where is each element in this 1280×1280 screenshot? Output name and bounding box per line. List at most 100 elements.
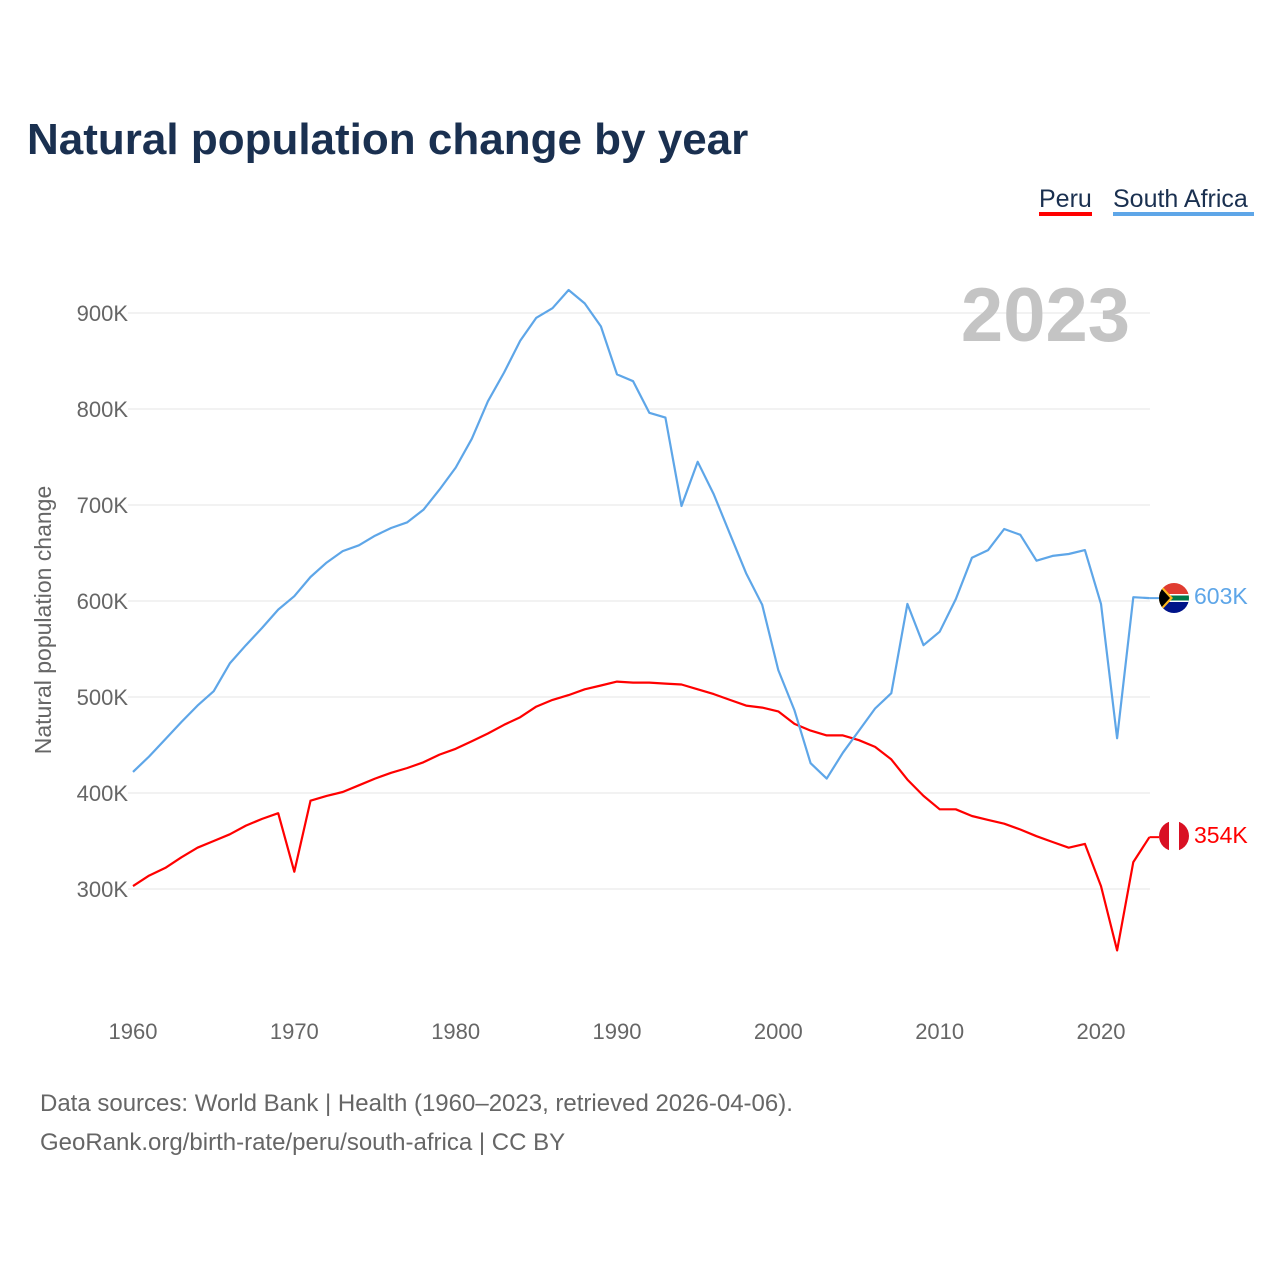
data-point-peru[interactable] xyxy=(291,869,297,875)
data-point-south-africa[interactable] xyxy=(195,703,201,709)
data-point-south-africa[interactable] xyxy=(1098,601,1104,607)
data-point-south-africa[interactable] xyxy=(275,607,281,613)
data-point-south-africa[interactable] xyxy=(824,776,830,782)
data-point-south-africa[interactable] xyxy=(856,728,862,734)
data-point-peru[interactable] xyxy=(888,756,894,762)
data-point-peru[interactable] xyxy=(711,691,717,697)
data-point-south-africa[interactable] xyxy=(485,398,491,404)
data-point-south-africa[interactable] xyxy=(695,459,701,465)
data-point-south-africa[interactable] xyxy=(614,371,620,377)
data-point-peru[interactable] xyxy=(404,765,410,771)
data-point-south-africa[interactable] xyxy=(324,560,330,566)
data-point-south-africa[interactable] xyxy=(517,338,523,344)
data-point-south-africa[interactable] xyxy=(840,750,846,756)
data-point-south-africa[interactable] xyxy=(582,300,588,306)
data-point-south-africa[interactable] xyxy=(1033,558,1039,564)
data-point-south-africa[interactable] xyxy=(1130,594,1136,600)
data-point-south-africa[interactable] xyxy=(630,378,636,384)
data-point-peru[interactable] xyxy=(824,732,830,738)
data-point-peru[interactable] xyxy=(1033,833,1039,839)
data-point-south-africa[interactable] xyxy=(146,754,152,760)
data-point-south-africa[interactable] xyxy=(549,305,555,311)
data-point-peru[interactable] xyxy=(1017,826,1023,832)
data-point-south-africa[interactable] xyxy=(759,602,765,608)
data-point-peru[interactable] xyxy=(937,806,943,812)
data-point-peru[interactable] xyxy=(743,703,749,709)
data-point-south-africa[interactable] xyxy=(259,625,265,631)
data-point-peru[interactable] xyxy=(759,705,765,711)
data-point-peru[interactable] xyxy=(146,873,152,879)
data-point-peru[interactable] xyxy=(340,789,346,795)
data-point-peru[interactable] xyxy=(695,686,701,692)
data-point-peru[interactable] xyxy=(453,746,459,752)
data-point-south-africa[interactable] xyxy=(533,315,539,321)
data-point-peru[interactable] xyxy=(1130,859,1136,865)
data-point-peru[interactable] xyxy=(437,752,443,758)
data-point-south-africa[interactable] xyxy=(437,487,443,493)
data-point-south-africa[interactable] xyxy=(1001,526,1007,532)
data-point-peru[interactable] xyxy=(1082,841,1088,847)
data-point-peru[interactable] xyxy=(598,682,604,688)
data-point-south-africa[interactable] xyxy=(566,287,572,293)
data-point-south-africa[interactable] xyxy=(1050,553,1056,559)
data-point-south-africa[interactable] xyxy=(501,370,507,376)
data-point-peru[interactable] xyxy=(582,686,588,692)
data-point-peru[interactable] xyxy=(275,810,281,816)
data-point-south-africa[interactable] xyxy=(646,410,652,416)
data-point-peru[interactable] xyxy=(307,798,313,804)
data-point-peru[interactable] xyxy=(775,708,781,714)
data-point-peru[interactable] xyxy=(840,732,846,738)
data-point-peru[interactable] xyxy=(953,806,959,812)
data-point-south-africa[interactable] xyxy=(1017,532,1023,538)
data-point-south-africa[interactable] xyxy=(1114,735,1120,741)
data-point-south-africa[interactable] xyxy=(743,570,749,576)
data-point-peru[interactable] xyxy=(727,697,733,703)
data-point-peru[interactable] xyxy=(1098,883,1104,889)
data-point-peru[interactable] xyxy=(1001,821,1007,827)
data-point-peru[interactable] xyxy=(646,680,652,686)
data-point-south-africa[interactable] xyxy=(243,642,249,648)
data-point-peru[interactable] xyxy=(211,838,217,844)
data-point-south-africa[interactable] xyxy=(1146,595,1152,601)
data-point-peru[interactable] xyxy=(872,744,878,750)
data-point-south-africa[interactable] xyxy=(469,436,475,442)
data-point-south-africa[interactable] xyxy=(921,642,927,648)
data-point-peru[interactable] xyxy=(856,737,862,743)
data-point-peru[interactable] xyxy=(985,817,991,823)
data-point-peru[interactable] xyxy=(178,854,184,860)
data-point-south-africa[interactable] xyxy=(453,465,459,471)
data-point-south-africa[interactable] xyxy=(969,555,975,561)
data-point-south-africa[interactable] xyxy=(1066,551,1072,557)
data-point-south-africa[interactable] xyxy=(953,596,959,602)
data-point-south-africa[interactable] xyxy=(872,706,878,712)
data-point-south-africa[interactable] xyxy=(211,688,217,694)
data-point-peru[interactable] xyxy=(566,692,572,698)
data-point-peru[interactable] xyxy=(533,704,539,710)
data-point-peru[interactable] xyxy=(904,777,910,783)
data-point-peru[interactable] xyxy=(162,865,168,871)
data-point-south-africa[interactable] xyxy=(1082,547,1088,553)
data-point-south-africa[interactable] xyxy=(711,491,717,497)
data-point-south-africa[interactable] xyxy=(162,736,168,742)
data-point-south-africa[interactable] xyxy=(791,707,797,713)
data-point-peru[interactable] xyxy=(630,680,636,686)
data-point-peru[interactable] xyxy=(1146,834,1152,840)
data-point-peru[interactable] xyxy=(259,816,265,822)
data-point-south-africa[interactable] xyxy=(808,760,814,766)
data-point-peru[interactable] xyxy=(130,883,136,889)
legend-item-south-africa[interactable]: South Africa xyxy=(1113,185,1254,216)
data-point-south-africa[interactable] xyxy=(420,507,426,513)
data-point-south-africa[interactable] xyxy=(775,667,781,673)
data-point-south-africa[interactable] xyxy=(178,719,184,725)
data-point-south-africa[interactable] xyxy=(727,531,733,537)
data-point-peru[interactable] xyxy=(227,831,233,837)
data-point-peru[interactable] xyxy=(243,823,249,829)
data-point-peru[interactable] xyxy=(1114,947,1120,953)
data-point-peru[interactable] xyxy=(420,759,426,765)
data-point-south-africa[interactable] xyxy=(291,593,297,599)
data-point-south-africa[interactable] xyxy=(340,548,346,554)
data-point-south-africa[interactable] xyxy=(227,660,233,666)
legend-item-peru[interactable]: Peru xyxy=(1039,185,1092,216)
data-point-peru[interactable] xyxy=(356,782,362,788)
data-point-peru[interactable] xyxy=(372,776,378,782)
